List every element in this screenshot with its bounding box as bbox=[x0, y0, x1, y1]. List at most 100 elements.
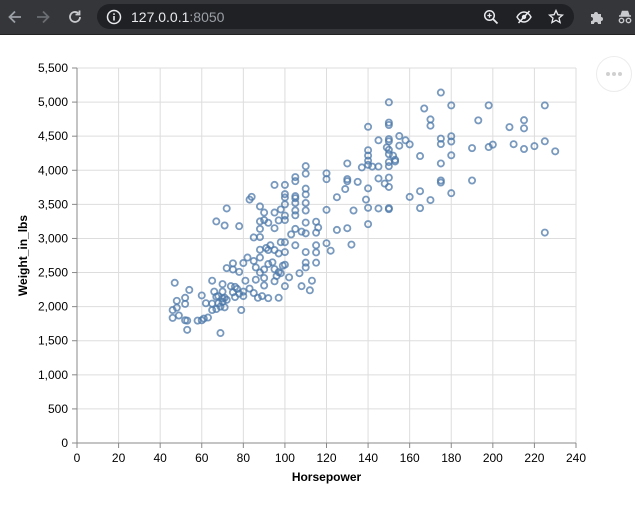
data-point bbox=[447, 101, 456, 110]
zoom-icon[interactable] bbox=[482, 8, 500, 26]
data-point bbox=[247, 192, 256, 201]
data-point bbox=[170, 278, 179, 287]
data-point bbox=[362, 195, 371, 204]
data-point bbox=[520, 116, 529, 125]
data-point bbox=[405, 140, 414, 149]
data-point bbox=[364, 184, 373, 193]
data-point bbox=[239, 287, 248, 296]
data-point bbox=[322, 205, 331, 214]
data-point bbox=[235, 222, 244, 231]
data-point bbox=[222, 264, 231, 273]
data-point bbox=[416, 187, 425, 196]
data-point bbox=[255, 217, 264, 226]
data-point bbox=[251, 275, 260, 284]
chart-actions-menu[interactable] bbox=[596, 56, 632, 92]
data-point bbox=[245, 284, 254, 293]
eye-off-icon[interactable] bbox=[515, 8, 533, 26]
more-icon bbox=[606, 72, 622, 76]
data-point bbox=[395, 132, 404, 141]
data-point bbox=[280, 260, 289, 269]
data-point bbox=[218, 280, 227, 289]
x-tick-label: 60 bbox=[195, 451, 209, 465]
data-point bbox=[305, 286, 314, 295]
data-point bbox=[255, 253, 264, 262]
data-point bbox=[255, 245, 264, 254]
back-button[interactable] bbox=[1, 0, 29, 34]
data-point bbox=[183, 325, 192, 334]
axes bbox=[72, 67, 577, 448]
data-point bbox=[332, 225, 341, 234]
data-point bbox=[384, 145, 393, 154]
data-point bbox=[280, 190, 289, 199]
data-point bbox=[291, 173, 300, 182]
y-tick-label: 4,000 bbox=[38, 163, 68, 177]
data-point bbox=[447, 132, 456, 141]
x-tick-label: 200 bbox=[483, 451, 503, 465]
data-point bbox=[301, 198, 310, 207]
puzzle-icon[interactable] bbox=[588, 8, 606, 26]
data-point bbox=[416, 204, 425, 213]
data-point bbox=[208, 276, 217, 285]
data-point bbox=[239, 292, 248, 301]
data-point bbox=[243, 253, 252, 262]
data-point bbox=[420, 104, 429, 113]
data-point bbox=[280, 216, 289, 225]
data-point bbox=[235, 267, 244, 276]
data-point bbox=[312, 241, 321, 250]
data-point bbox=[280, 193, 289, 202]
data-point bbox=[322, 169, 331, 178]
data-point bbox=[384, 158, 393, 167]
data-point bbox=[484, 101, 493, 110]
data-point bbox=[374, 162, 383, 171]
data-point bbox=[488, 140, 497, 149]
data-point bbox=[426, 121, 435, 130]
data-point bbox=[264, 294, 273, 303]
address-bar[interactable]: 127.0.0.1:8050 bbox=[97, 4, 574, 29]
data-point bbox=[405, 192, 414, 201]
data-point bbox=[260, 208, 269, 217]
data-point bbox=[220, 221, 229, 230]
data-point bbox=[505, 123, 514, 132]
data-point bbox=[314, 223, 323, 232]
data-point bbox=[276, 205, 285, 214]
data-point bbox=[364, 160, 373, 169]
x-tick-label: 180 bbox=[441, 451, 461, 465]
data-point bbox=[447, 151, 456, 160]
x-tick-label: 0 bbox=[74, 451, 81, 465]
data-point bbox=[474, 116, 483, 125]
forward-button[interactable] bbox=[29, 0, 57, 34]
data-point bbox=[364, 203, 373, 212]
data-point bbox=[201, 299, 210, 308]
data-point bbox=[270, 180, 279, 189]
data-point bbox=[249, 288, 258, 297]
data-point bbox=[364, 122, 373, 131]
data-point bbox=[264, 218, 273, 227]
data-point bbox=[341, 185, 350, 194]
y-tick-label: 3,000 bbox=[38, 231, 68, 245]
y-tick-label: 5,000 bbox=[38, 95, 68, 109]
url-text[interactable]: 127.0.0.1:8050 bbox=[131, 9, 224, 25]
x-tick-label: 80 bbox=[237, 451, 251, 465]
data-point bbox=[364, 146, 373, 155]
x-tick-label: 220 bbox=[524, 451, 544, 465]
browser-toolbar: 127.0.0.1:8050 bbox=[0, 0, 635, 35]
star-icon[interactable] bbox=[547, 8, 565, 26]
data-point bbox=[301, 184, 310, 193]
url-port: :8050 bbox=[189, 9, 225, 25]
data-point bbox=[326, 246, 335, 255]
data-point bbox=[540, 137, 549, 146]
data-point bbox=[391, 155, 400, 164]
data-point bbox=[203, 313, 212, 322]
info-icon[interactable] bbox=[105, 8, 123, 26]
data-point bbox=[222, 204, 231, 213]
data-point bbox=[384, 173, 393, 182]
data-point bbox=[384, 135, 393, 144]
data-point bbox=[364, 156, 373, 165]
data-point bbox=[174, 311, 183, 320]
incognito-icon[interactable] bbox=[616, 8, 634, 26]
data-point bbox=[274, 216, 283, 225]
reload-button[interactable] bbox=[61, 0, 89, 34]
y-tick-label: 2,500 bbox=[38, 266, 68, 280]
data-point bbox=[520, 124, 529, 133]
data-point bbox=[208, 306, 217, 315]
